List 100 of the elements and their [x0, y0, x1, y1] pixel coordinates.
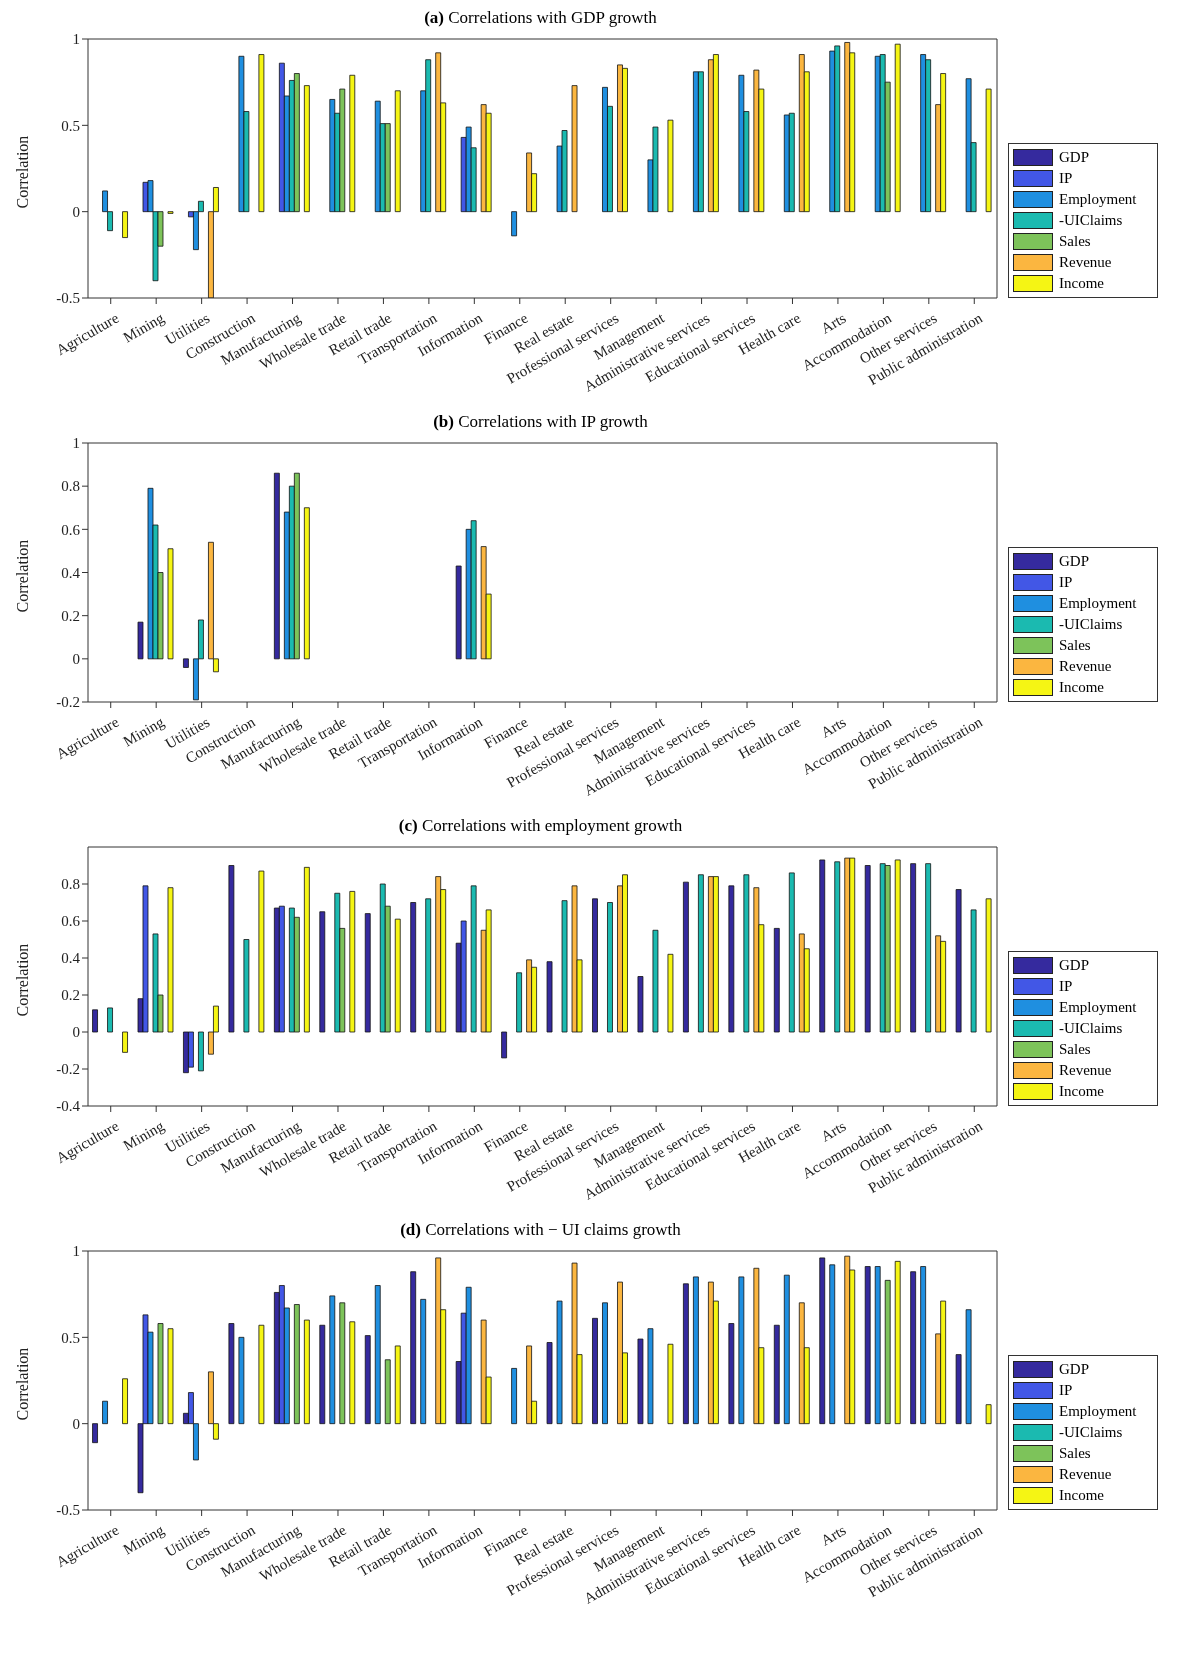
bar — [753, 887, 760, 1033]
bar — [303, 507, 310, 660]
bar — [884, 865, 891, 1033]
legend-label: -UIClaims — [1059, 211, 1123, 229]
bar — [970, 909, 977, 1033]
bar — [894, 859, 901, 1033]
y-tick-label: 0.6 — [61, 521, 81, 538]
bar — [167, 1328, 174, 1425]
bar — [894, 43, 901, 213]
legend-label: -UIClaims — [1059, 615, 1123, 633]
bar — [884, 1279, 891, 1425]
y-axis-title: Correlation — [13, 135, 31, 209]
bar — [925, 863, 932, 1033]
bar — [738, 1276, 745, 1425]
bar — [293, 472, 300, 660]
bar — [955, 889, 962, 1033]
bar — [607, 902, 613, 1033]
bar — [425, 898, 432, 1033]
y-tick-label: -0.4 — [56, 1098, 81, 1115]
legend-label: Income — [1059, 274, 1104, 292]
bar — [420, 1298, 427, 1425]
bar — [693, 1276, 699, 1425]
y-tick-label: -0.2 — [56, 1061, 80, 1078]
y-axis-title: Correlation — [13, 1347, 31, 1421]
bar — [278, 62, 285, 213]
bar — [92, 1009, 98, 1033]
legend-label: Sales — [1059, 636, 1091, 654]
bar — [198, 1031, 204, 1072]
y-axis-title: Correlation — [13, 943, 31, 1017]
bar — [864, 1266, 871, 1425]
y-tick-label: -0.5 — [56, 1502, 80, 1519]
bar — [394, 1345, 401, 1425]
bar — [864, 865, 871, 1033]
y-tick-label: 0 — [72, 651, 80, 668]
bar — [228, 865, 235, 1033]
legend-label: IP — [1059, 169, 1073, 187]
y-tick-label: 0.4 — [61, 564, 81, 581]
bar — [394, 90, 401, 213]
legend-label: Revenue — [1059, 1465, 1112, 1483]
bar — [228, 1323, 235, 1425]
bar — [511, 211, 517, 237]
legend-label: -UIClaims — [1059, 1423, 1123, 1441]
legend-label: -UIClaims — [1059, 1019, 1123, 1037]
bar — [349, 74, 356, 213]
legend-label: GDP — [1059, 552, 1090, 570]
bar — [435, 52, 442, 213]
bar — [107, 1007, 113, 1033]
bar — [985, 88, 992, 213]
y-tick-label: 0.5 — [61, 117, 80, 134]
y-tick-label: 0 — [72, 203, 80, 220]
bar — [243, 939, 250, 1033]
legend-label: IP — [1059, 977, 1073, 995]
bar — [470, 885, 477, 1033]
legend-label: GDP — [1059, 1360, 1090, 1378]
bar — [683, 881, 689, 1033]
y-tick-label: 1 — [72, 1243, 80, 1260]
bar — [278, 905, 285, 1033]
legend-label: GDP — [1059, 148, 1090, 166]
legend-label: Sales — [1059, 232, 1091, 250]
bar — [167, 548, 174, 660]
bar — [167, 887, 174, 1033]
bar — [122, 211, 128, 238]
bar — [349, 891, 356, 1033]
bar — [592, 1317, 598, 1425]
y-tick-label: 0.4 — [61, 950, 81, 967]
bar — [511, 1368, 517, 1425]
bar — [683, 1283, 689, 1425]
bar — [783, 1274, 790, 1425]
bar — [738, 74, 745, 213]
bar — [183, 658, 189, 668]
bar — [122, 1378, 128, 1425]
legend-label: Employment — [1059, 998, 1137, 1016]
chart-title: (a) Correlations with GDP growth — [424, 8, 657, 27]
bar — [571, 85, 578, 213]
legend-label: Income — [1059, 1486, 1104, 1504]
bar — [602, 1302, 608, 1425]
bar — [753, 1267, 760, 1425]
legend-label: Income — [1059, 1082, 1104, 1100]
bar — [773, 1324, 780, 1425]
bar — [374, 1285, 381, 1425]
bar — [273, 472, 280, 660]
bar — [364, 913, 371, 1033]
bar — [303, 85, 310, 213]
bar — [501, 1031, 507, 1059]
bar — [667, 1343, 674, 1425]
bar — [667, 119, 674, 213]
y-tick-label: 0 — [72, 1024, 80, 1041]
bar — [384, 123, 391, 213]
bar — [157, 1323, 164, 1425]
y-tick-label: 0.8 — [61, 478, 80, 495]
bar — [556, 1300, 563, 1425]
bar — [455, 565, 462, 660]
bar — [546, 1342, 553, 1425]
legend-label: IP — [1059, 573, 1073, 591]
bar — [410, 902, 417, 1033]
legend-label: Revenue — [1059, 1061, 1112, 1079]
bar — [955, 1354, 962, 1425]
bar — [516, 972, 522, 1033]
y-tick-label: -0.2 — [56, 694, 80, 711]
bar — [349, 1321, 356, 1425]
